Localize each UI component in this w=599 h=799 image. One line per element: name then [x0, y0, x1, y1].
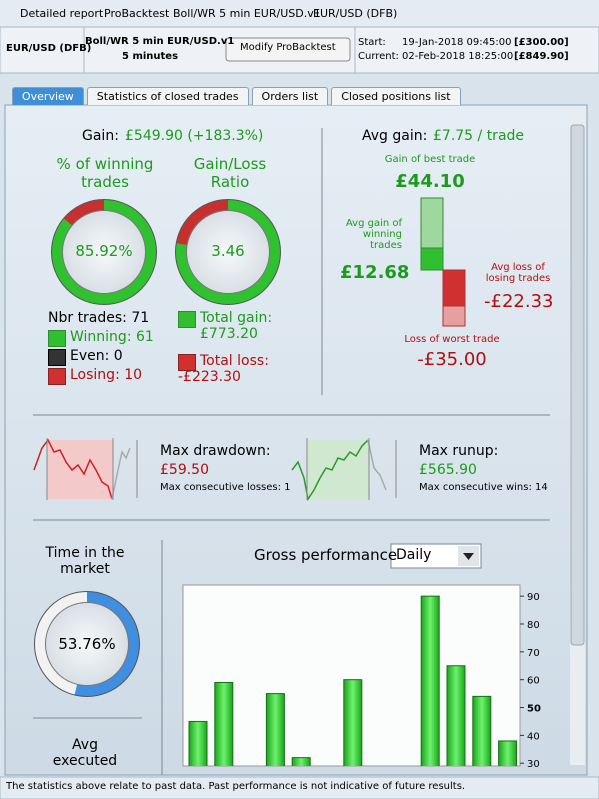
bar — [420, 595, 440, 766]
winning-text: Winning: 61 — [70, 329, 154, 345]
drawdown-label: Max drawdown: — [160, 443, 271, 459]
avg-loss-value: -£22.33 — [484, 291, 554, 312]
donut-rim — [62, 210, 146, 294]
ratio-value: 3.46 — [211, 242, 245, 260]
donut-rim — [34, 591, 140, 697]
total-loss-label: Total loss: — [200, 353, 269, 369]
y-tick-label: 40 — [527, 731, 540, 742]
window-tab[interactable]: Boll/WR 5 min EUR/USD.v1 — [173, 7, 321, 20]
y-tick-label: 80 — [527, 620, 540, 631]
total-loss-value: -£223.30 — [178, 369, 241, 385]
gross-title: Gross performance — [254, 546, 398, 564]
tab-strip: Overview Statistics of closed trades Order… — [12, 87, 461, 105]
donut-rim — [51, 199, 157, 305]
tab[interactable]: Orders list — [251, 87, 329, 105]
winning-value: 85.92% — [75, 242, 133, 260]
window-tab[interactable]: Detailed report — [20, 7, 104, 20]
bar — [188, 720, 208, 766]
button-label[interactable]: Modify ProBacktest — [240, 42, 336, 53]
even-text: Even: 0 — [70, 348, 123, 364]
bar — [265, 693, 285, 766]
gain-value: £549.90 (+183.3%) — [125, 128, 264, 144]
losing-text: Losing: 10 — [70, 367, 143, 383]
window-tab[interactable]: ProBacktest — [104, 7, 170, 20]
donut-arc — [175, 199, 281, 305]
winning-title: % of winning trades — [56, 155, 154, 191]
losing-count: Losing: 10 — [48, 367, 143, 385]
timeframe: 5 minutes — [122, 51, 179, 62]
drawdown-value: £59.50 — [160, 462, 209, 478]
total-loss: Total loss: -£223.30 — [178, 353, 269, 385]
best-value: £44.10 — [395, 171, 465, 192]
bar — [472, 695, 492, 766]
runup-note: Max consecutive wins: 14 — [419, 482, 548, 493]
window-tab[interactable]: EUR/USD (DFB) — [313, 7, 398, 20]
gain-label: Gain: — [82, 128, 119, 144]
bar — [214, 681, 234, 766]
y-tick-label: 50 — [527, 704, 541, 715]
ratio-title: Gain/Loss Ratio — [193, 155, 267, 191]
bar — [446, 665, 466, 766]
total-gain-value: £773.20 — [200, 326, 258, 342]
worst-value: -£35.00 — [417, 349, 487, 370]
y-tick-label: 30 — [527, 759, 540, 770]
nbr-trades: Nbr trades: 71 — [48, 310, 150, 326]
current-label: Current: — [358, 51, 399, 62]
current-date: 02-Feb-2018 18:25:00 — [402, 51, 514, 62]
tab[interactable]: Statistics of closed trades — [86, 87, 249, 105]
donut-rim — [175, 199, 281, 305]
avg-win-value: £12.68 — [340, 262, 410, 283]
donut-rim — [186, 210, 270, 294]
bar — [291, 757, 311, 766]
bar — [498, 740, 518, 766]
y-tick-label: 60 — [527, 676, 540, 687]
avg-executed: Avg executed — [52, 737, 118, 769]
title-bar — [0, 0, 599, 27]
avg-gain-value: £7.75 / trade — [433, 128, 525, 144]
runup-label: Max runup: — [419, 443, 499, 459]
donut-rim — [45, 602, 129, 686]
winning-count: Winning: 61 — [48, 329, 154, 347]
bar — [343, 679, 363, 766]
market-title: Time in the market — [45, 545, 125, 577]
total-gain-label: Total gain: — [200, 310, 273, 326]
avg-gain-label: Avg gain: — [362, 128, 428, 144]
tab[interactable]: Closed positions list — [331, 87, 461, 105]
drawdown-note: Max consecutive losses: 1 — [160, 482, 291, 493]
current-value: [£849.90] — [514, 51, 569, 62]
even-count: Even: 0 — [48, 348, 123, 366]
footer-bar — [0, 776, 599, 799]
y-tick-label: 90 — [527, 592, 540, 603]
total-gain: Total gain: £773.20 — [178, 310, 272, 342]
start-date: 19-Jan-2018 09:45:00 — [402, 37, 512, 48]
y-tick-label: 70 — [527, 648, 540, 659]
worst-label: Loss of worst trade — [404, 334, 500, 345]
system-name: Boll/WR 5 min EUR/USD.v1 — [85, 36, 235, 47]
start-value: [£300.00] — [514, 37, 569, 48]
modify-button[interactable] — [225, 37, 351, 62]
footer-note: The statistics above relate to past data… — [6, 781, 466, 792]
runup-value: £565.90 — [419, 462, 477, 478]
tab[interactable]: Overview — [12, 87, 84, 105]
donut-arc — [51, 199, 157, 305]
donut-arc — [34, 591, 140, 697]
start-label: Start: — [358, 37, 386, 48]
instrument: EUR/USD (DFB) — [6, 43, 92, 54]
best-label: Gain of best trade — [384, 154, 476, 165]
avg-loss-label: Avg loss of losing trades — [485, 262, 551, 284]
avg-win-label: Avg gain of winning trades — [345, 218, 402, 251]
period-value[interactable]: Daily — [396, 547, 432, 563]
market-value: 53.76% — [58, 635, 116, 653]
